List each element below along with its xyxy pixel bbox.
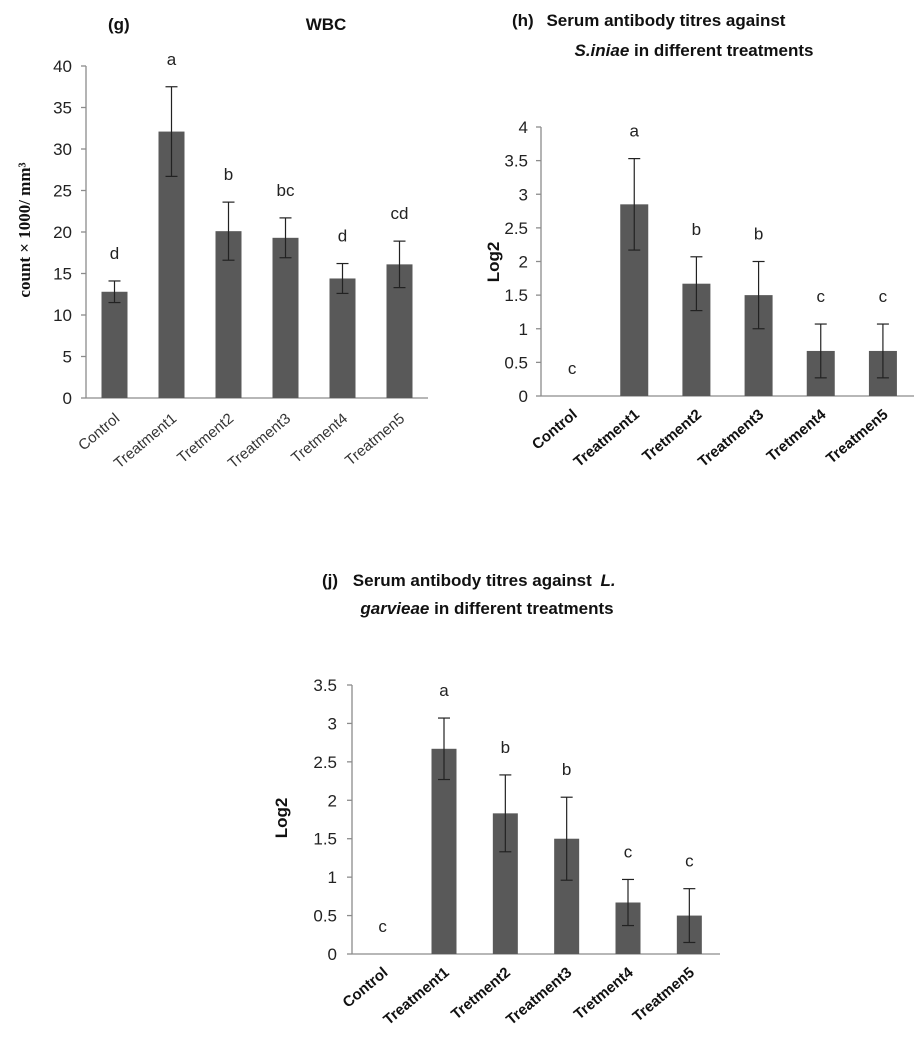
error-bar-j-5 xyxy=(683,888,696,944)
significance-label-j-5: c xyxy=(685,852,694,871)
error-bar-g-1 xyxy=(165,86,178,177)
y-tick-label-h: 1.5 xyxy=(504,286,528,305)
category-label-h-5: Treatmen5 xyxy=(823,406,891,467)
y-tick-label-j: 0.5 xyxy=(313,907,337,926)
bar-j-1 xyxy=(431,748,457,954)
category-label-j-1: Treatment1 xyxy=(380,964,452,1028)
y-tick-label-j: 3.5 xyxy=(313,676,337,695)
panel-label-h: (h) Serum antibody titres against xyxy=(512,11,786,30)
chart-panel-h: (h) Serum antibody titres against S.inia… xyxy=(484,11,914,471)
chart-title-g: WBC xyxy=(306,15,347,34)
category-label-g-1: Treatment1 xyxy=(111,410,180,472)
y-tick-label-h: 0.5 xyxy=(504,353,528,372)
y-tick-label-g: 10 xyxy=(53,306,72,325)
significance-label-g-0: d xyxy=(110,244,119,263)
significance-label-j-4: c xyxy=(624,842,633,861)
significance-label-h-1: a xyxy=(630,122,640,141)
error-bar-g-2 xyxy=(222,201,235,261)
significance-label-h-3: b xyxy=(754,225,763,244)
y-tick-label-g: 30 xyxy=(53,140,72,159)
y-tick-label-h: 2.5 xyxy=(504,219,528,238)
y-tick-label-g: 0 xyxy=(63,389,72,408)
y-tick-label-h: 1 xyxy=(519,320,528,339)
category-label-h-0: Control xyxy=(529,406,581,453)
significance-label-h-4: c xyxy=(817,287,826,306)
category-label-j-3: Treatment3 xyxy=(503,964,575,1028)
y-tick-label-j: 0 xyxy=(328,945,337,964)
y-tick-label-g: 40 xyxy=(53,57,72,76)
error-bar-j-2 xyxy=(499,774,512,853)
significance-label-g-5: cd xyxy=(391,204,409,223)
chart-panel-g: (g) WBC count × 1000/ mm³ 0 5 10 15 20 25 30 35… xyxy=(15,15,428,472)
error-bar-g-3 xyxy=(279,217,292,259)
error-bar-g-5 xyxy=(393,240,406,289)
category-label-h-1: Treatment1 xyxy=(571,406,643,470)
panel-label-j: (j) Serum antibody titres against L. xyxy=(322,571,616,590)
error-bar-j-3 xyxy=(560,796,573,881)
y-tick-label-g: 5 xyxy=(63,348,72,367)
error-bar-h-2 xyxy=(690,256,703,312)
y-tick-label-j: 1.5 xyxy=(313,830,337,849)
chart-title-j: garvieae in different treatments xyxy=(359,599,613,618)
y-axis-label-g: count × 1000/ mm³ xyxy=(15,162,34,297)
y-tick-label-h: 0 xyxy=(519,387,528,406)
y-tick-label-j: 3 xyxy=(328,714,337,733)
y-tick-label-h: 3 xyxy=(519,185,528,204)
category-label-j-4: Tretment4 xyxy=(571,964,637,1024)
y-tick-label-g: 15 xyxy=(53,265,72,284)
category-label-h-4: Tretment4 xyxy=(763,406,829,466)
y-tick-label-g: 20 xyxy=(53,223,72,242)
error-bar-h-3 xyxy=(752,260,765,330)
significance-label-g-2: b xyxy=(224,165,233,184)
panel-label-g: (g) xyxy=(108,15,130,34)
y-tick-label-g: 35 xyxy=(53,99,72,118)
error-bar-h-1 xyxy=(628,158,641,251)
significance-label-j-0: c xyxy=(378,917,387,936)
error-bar-g-0 xyxy=(108,280,121,304)
significance-label-h-2: b xyxy=(692,220,701,239)
chart-title-h: S.iniae in different treatments xyxy=(574,41,813,60)
y-tick-label-j: 1 xyxy=(328,868,337,887)
significance-label-j-1: a xyxy=(439,681,449,700)
category-label-j-0: Control xyxy=(339,964,391,1011)
significance-label-j-2: b xyxy=(501,738,510,757)
significance-label-g-1: a xyxy=(167,50,177,69)
error-bar-h-4 xyxy=(814,323,827,379)
y-tick-label-h: 2 xyxy=(519,253,528,272)
bar-g-3 xyxy=(272,237,299,398)
significance-label-g-3: bc xyxy=(277,181,295,200)
category-label-h-3: Treatment3 xyxy=(695,406,767,470)
y-tick-label-h: 3.5 xyxy=(504,152,528,171)
bar-g-4 xyxy=(329,278,356,398)
category-label-g-3: Treatment3 xyxy=(225,410,294,472)
error-bar-j-1 xyxy=(438,717,450,781)
y-axis-label-h: Log2 xyxy=(484,242,503,283)
category-label-g-5: Treatmen5 xyxy=(342,410,408,469)
y-tick-label-j: 2 xyxy=(328,791,337,810)
y-tick-label-g: 25 xyxy=(53,182,72,201)
category-label-g-0: Control xyxy=(75,410,123,454)
chart-panel-j: (j) Serum antibody titres against L. gar… xyxy=(272,571,720,1029)
y-axis-label-j: Log2 xyxy=(272,798,291,839)
significance-label-j-3: b xyxy=(562,760,571,779)
error-bar-h-5 xyxy=(876,323,889,379)
category-label-j-5: Treatmen5 xyxy=(629,964,697,1025)
significance-label-h-5: c xyxy=(879,287,888,306)
significance-label-h-0: c xyxy=(568,359,577,378)
y-tick-label-j: 2.5 xyxy=(313,753,337,772)
bar-g-0 xyxy=(101,291,128,398)
category-label-g-4: Tretment4 xyxy=(288,410,351,467)
significance-label-g-4: d xyxy=(338,227,347,246)
error-bar-g-4 xyxy=(336,262,349,295)
error-bar-j-4 xyxy=(622,878,634,927)
y-tick-label-h: 4 xyxy=(519,118,528,137)
